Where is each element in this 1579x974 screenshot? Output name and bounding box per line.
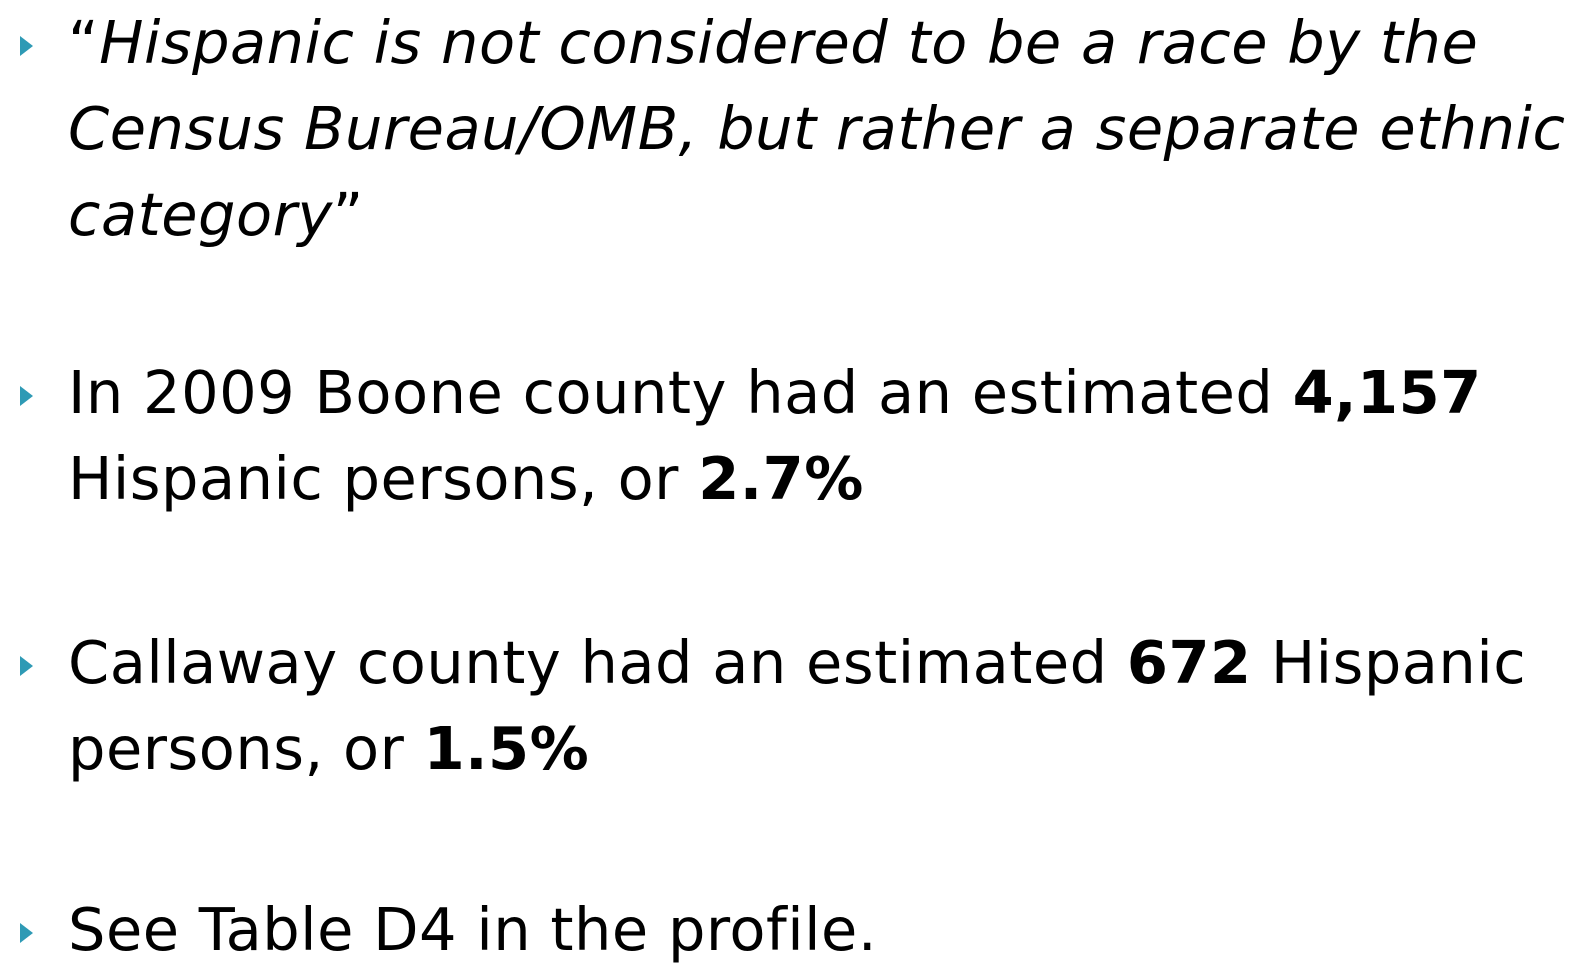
- quote-open: “: [68, 8, 100, 77]
- bullet-marker: [20, 656, 33, 676]
- bullet-text: See Table D4 in the profile.: [68, 887, 1568, 973]
- quote-close: ”: [332, 180, 364, 249]
- bullet-marker: [20, 36, 33, 56]
- text: Hispanic persons, or: [68, 628, 1527, 783]
- bullet-text: “Hispanic is not considered to be a race…: [68, 0, 1568, 258]
- bullet-marker: [20, 923, 33, 943]
- text: Hispanic persons, or: [68, 444, 699, 513]
- text: See Table D4 in the profile.: [68, 895, 878, 964]
- bullet-text: Callaway county had an estimated 672 His…: [68, 620, 1568, 792]
- quote: Hispanic is not considered to be a race …: [68, 8, 1566, 249]
- number: 4,157: [1292, 358, 1482, 427]
- percent: 1.5%: [423, 714, 590, 783]
- percent: 2.7%: [698, 444, 864, 513]
- number: 672: [1126, 628, 1252, 697]
- text: In 2009 Boone county had an estimated: [68, 358, 1293, 427]
- bullet-text: In 2009 Boone county had an estimated 4,…: [68, 350, 1568, 522]
- text: Callaway county had an estimated: [68, 628, 1127, 697]
- bullet-marker: [20, 386, 33, 406]
